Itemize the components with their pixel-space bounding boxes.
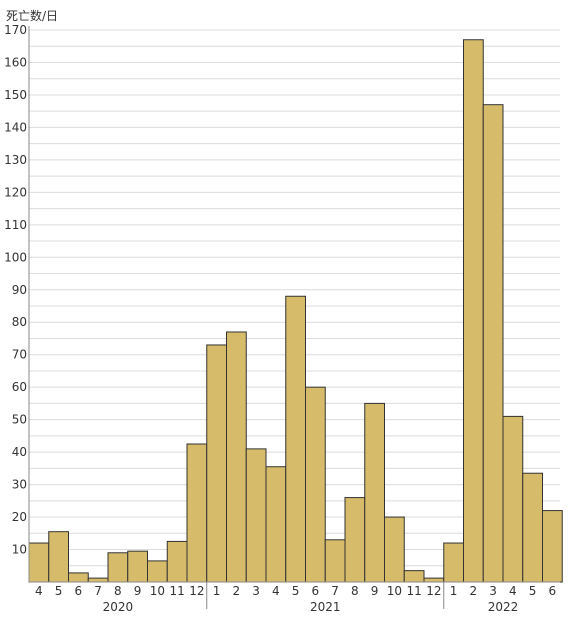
y-tick-label: 110	[4, 218, 27, 232]
bar	[285, 295, 306, 583]
x-tick-label: 8	[351, 584, 359, 598]
bar	[245, 448, 267, 583]
bar	[403, 570, 425, 583]
bar	[482, 104, 504, 583]
x-tick-label: 7	[94, 584, 102, 598]
x-tick-labels: 4 5 6 7 8 9 10 11 12 1 2 3 4 5 6 7 8 9 10 11 12 1 2 3 4 5 6	[35, 584, 556, 598]
y-tick-label: 80	[12, 315, 27, 329]
x-tick-label: 12	[426, 584, 441, 598]
bar	[324, 539, 346, 583]
bar	[166, 540, 188, 583]
x-tick-label: 4	[272, 584, 280, 598]
x-tick-label: 9	[134, 584, 142, 598]
y-tick-label: 50	[12, 413, 27, 427]
bar	[127, 550, 148, 583]
bar	[542, 510, 563, 583]
x-tick-label: 9	[371, 584, 379, 598]
x-tick-label: 3	[252, 584, 260, 598]
bar	[502, 415, 524, 583]
year-label: 2022	[488, 600, 519, 614]
x-tick-label: 10	[150, 584, 165, 598]
year-label: 2021	[310, 600, 341, 614]
bar	[226, 331, 247, 583]
bar	[265, 466, 287, 583]
y-tick-label: 20	[12, 510, 27, 524]
x-tick-label: 4	[35, 584, 43, 598]
y-tick-label: 150	[4, 88, 27, 102]
year-labels: 2020 2021 2022	[103, 582, 519, 614]
y-tick-label: 40	[12, 445, 27, 459]
bar	[364, 402, 385, 583]
x-tick-label: 11	[406, 584, 421, 598]
bar	[463, 39, 484, 583]
bar	[443, 542, 464, 583]
x-tick-label: 2	[470, 584, 478, 598]
bar	[186, 443, 208, 583]
x-tick-label: 1	[450, 584, 458, 598]
bar	[48, 531, 69, 583]
y-tick-label: 10	[12, 543, 27, 557]
y-tick-label: 160	[4, 55, 27, 69]
x-tick-label: 4	[509, 584, 517, 598]
bars	[28, 39, 563, 583]
x-tick-label: 6	[549, 584, 557, 598]
y-tick-label: 90	[12, 283, 27, 297]
y-tick-label: 130	[4, 153, 27, 167]
bar	[68, 572, 89, 583]
y-tick-label: 120	[4, 185, 27, 199]
x-tick-label: 6	[75, 584, 83, 598]
y-tick-label: 140	[4, 120, 27, 134]
x-tick-label: 5	[55, 584, 63, 598]
x-tick-label: 2	[233, 584, 241, 598]
x-tick-label: 7	[331, 584, 339, 598]
bar	[87, 577, 109, 583]
bar	[522, 472, 543, 583]
x-tick-label: 11	[169, 584, 184, 598]
y-tick-label: 100	[4, 250, 27, 264]
x-tick-label: 3	[489, 584, 497, 598]
bar	[384, 516, 405, 583]
x-tick-label: 10	[387, 584, 402, 598]
y-tick-label: 170	[4, 23, 27, 37]
bar	[206, 344, 227, 583]
x-tick-label: 5	[292, 584, 300, 598]
bar	[305, 386, 326, 583]
x-tick-label: 8	[114, 584, 122, 598]
y-axis-label: 死亡数/日	[6, 8, 58, 23]
bar	[423, 577, 445, 583]
bar	[28, 542, 50, 583]
x-tick-label: 1	[213, 584, 221, 598]
year-label: 2020	[103, 600, 134, 614]
bar	[147, 560, 168, 583]
bar	[107, 552, 129, 583]
y-tick-label: 60	[12, 380, 27, 394]
y-tick-label: 70	[12, 348, 27, 362]
bar	[344, 497, 366, 583]
y-tick-label: 30	[12, 478, 27, 492]
x-tick-label: 12	[189, 584, 204, 598]
x-tick-label: 5	[529, 584, 537, 598]
y-tick-labels: 10 20 30 40 50 60 70 80 90 100 110 120 130 140 150 160 1…	[4, 23, 27, 557]
x-tick-label: 6	[312, 584, 320, 598]
